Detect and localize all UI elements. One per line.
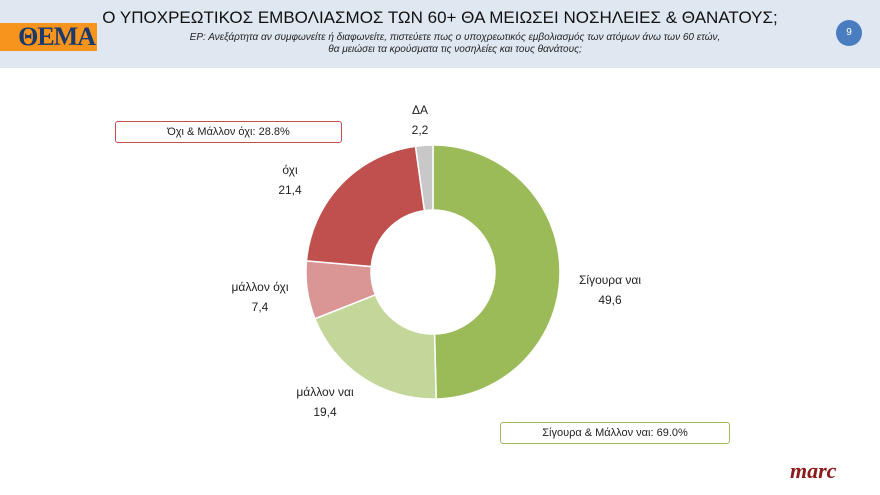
page-number-badge: 9	[836, 20, 862, 46]
label-mallon-nai: μάλλον ναι 19,4	[270, 382, 380, 422]
annotation-oxi-total: Όχι & Μάλλον όχι: 28.8%	[115, 121, 342, 143]
page-title: Ο ΥΠΟΧΡΕΩΤΙΚΟΣ ΕΜΒΟΛΙΑΣΜΟΣ ΤΩΝ 60+ ΘΑ ΜΕ…	[102, 8, 778, 27]
category-label: μάλλον ναι	[296, 385, 354, 399]
value-label: 2,2	[411, 123, 429, 137]
annotation-nai-total: Σίγουρα & Μάλλον ναι: 69.0%	[500, 422, 730, 444]
label-oxi: όχι 21,4	[250, 160, 330, 200]
subtitle-line: ΕΡ: Ανεξάρτητα αν συμφωνείτε ή διαφωνείτ…	[189, 32, 721, 43]
subtitle: ΕΡ: Ανεξάρτητα αν συμφωνείτε ή διαφωνείτ…	[110, 32, 800, 56]
donut-slice-4	[414, 144, 434, 212]
value-label: 19,4	[313, 405, 337, 419]
category-label: ΔΑ	[411, 103, 429, 117]
subtitle-line: θα μειώσει τα κρούσματα τις νοσηλείες κα…	[328, 44, 582, 55]
category-label: Σίγουρα ναι	[578, 273, 642, 287]
donut-slice-1	[313, 293, 437, 400]
value-label: 7,4	[251, 300, 269, 314]
label-sigoura-nai: Σίγουρα ναι 49,6	[560, 270, 660, 310]
value-label: 49,6	[598, 293, 622, 307]
label-da: ΔΑ 2,2	[390, 100, 450, 140]
donut-slice-3	[305, 145, 426, 268]
label-mallon-oxi: μάλλον όχι 7,4	[210, 277, 310, 317]
donut-slice-0	[432, 144, 561, 400]
category-label: όχι	[282, 163, 298, 177]
logo: ΘΕΜΑ	[0, 23, 97, 51]
value-label: 21,4	[278, 183, 302, 197]
marc-logo: marc	[790, 458, 837, 483]
header-band	[0, 0, 880, 68]
category-label: μάλλον όχι	[231, 280, 289, 294]
